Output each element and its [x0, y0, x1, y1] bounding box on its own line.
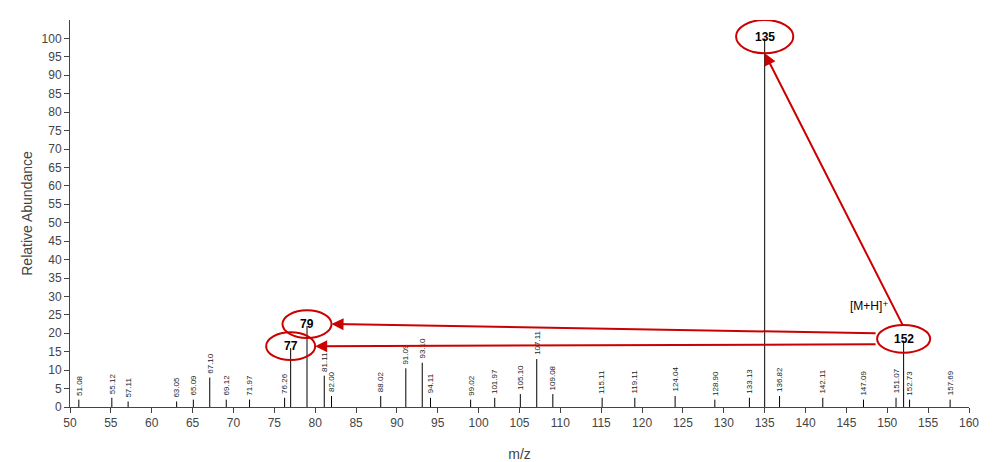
svg-text:15: 15 — [48, 345, 62, 359]
svg-text:79: 79 — [300, 317, 314, 331]
svg-text:5: 5 — [55, 382, 62, 396]
svg-text:76.26: 76.26 — [280, 373, 289, 394]
svg-text:99.02: 99.02 — [467, 375, 476, 396]
svg-text:128.90: 128.90 — [711, 371, 720, 396]
svg-text:90: 90 — [390, 416, 404, 430]
svg-text:75: 75 — [268, 416, 282, 430]
svg-text:133.13: 133.13 — [745, 369, 754, 394]
svg-text:120: 120 — [632, 416, 652, 430]
svg-text:130: 130 — [714, 416, 734, 430]
svg-text:93.10: 93.10 — [418, 338, 427, 359]
svg-text:140: 140 — [796, 416, 816, 430]
svg-text:135: 135 — [755, 416, 775, 430]
svg-text:110: 110 — [551, 416, 570, 430]
svg-text:10: 10 — [48, 363, 62, 377]
svg-text:85: 85 — [48, 87, 62, 101]
svg-text:69.12: 69.12 — [222, 375, 231, 396]
svg-text:70: 70 — [48, 142, 62, 156]
svg-text:80: 80 — [309, 416, 323, 430]
svg-text:95: 95 — [431, 416, 445, 430]
svg-text:91.09: 91.09 — [401, 344, 410, 365]
svg-text:100: 100 — [42, 32, 62, 46]
svg-text:81.11: 81.11 — [320, 352, 329, 372]
svg-text:101.97: 101.97 — [490, 369, 499, 394]
svg-text:119.11: 119.11 — [630, 370, 639, 394]
svg-text:150: 150 — [877, 416, 897, 430]
svg-text:105: 105 — [509, 416, 529, 430]
svg-text:115.11: 115.11 — [597, 370, 606, 394]
svg-text:109.08: 109.08 — [548, 365, 557, 390]
svg-text:147.09: 147.09 — [859, 371, 868, 396]
svg-text:80: 80 — [48, 105, 62, 119]
svg-text:65.09: 65.09 — [189, 375, 198, 396]
svg-text:85: 85 — [349, 416, 363, 430]
svg-text:100: 100 — [469, 416, 489, 430]
svg-text:20: 20 — [48, 326, 62, 340]
svg-text:50: 50 — [48, 216, 62, 230]
svg-text:90: 90 — [48, 68, 62, 82]
svg-text:75: 75 — [48, 124, 62, 138]
svg-text:155: 155 — [918, 416, 938, 430]
svg-text:45: 45 — [48, 234, 62, 248]
svg-text:105.10: 105.10 — [516, 365, 525, 390]
svg-text:77: 77 — [284, 339, 298, 353]
svg-text:25: 25 — [48, 308, 62, 322]
svg-text:35: 35 — [48, 271, 62, 285]
svg-text:65: 65 — [186, 416, 200, 430]
svg-text:160: 160 — [959, 416, 979, 430]
svg-text:88.02: 88.02 — [376, 372, 385, 393]
svg-text:107.11: 107.11 — [533, 330, 542, 354]
svg-text:57.11: 57.11 — [124, 378, 133, 398]
svg-text:50: 50 — [63, 416, 77, 430]
svg-text:65: 65 — [48, 161, 62, 175]
svg-text:135: 135 — [755, 30, 775, 44]
svg-text:40: 40 — [48, 253, 62, 267]
svg-text:152.73: 152.73 — [905, 371, 914, 396]
svg-text:Relative Abundance: Relative Abundance — [19, 151, 35, 276]
svg-text:63.05: 63.05 — [172, 377, 181, 398]
svg-text:136.82: 136.82 — [775, 367, 784, 392]
svg-text:145: 145 — [836, 416, 856, 430]
svg-text:30: 30 — [48, 290, 62, 304]
svg-text:142.11: 142.11 — [818, 369, 827, 393]
svg-text:82.00: 82.00 — [327, 371, 336, 392]
svg-text:70: 70 — [227, 416, 241, 430]
svg-text:152: 152 — [894, 332, 914, 346]
svg-text:67.10: 67.10 — [206, 353, 215, 374]
svg-text:55: 55 — [48, 197, 62, 211]
svg-text:124.04: 124.04 — [671, 367, 680, 392]
svg-text:71.97: 71.97 — [245, 375, 254, 396]
svg-text:94.11: 94.11 — [426, 373, 435, 393]
svg-text:60: 60 — [48, 179, 62, 193]
svg-text:125: 125 — [673, 416, 693, 430]
svg-text:0: 0 — [55, 400, 62, 414]
svg-text:115: 115 — [592, 416, 611, 430]
svg-text:95: 95 — [48, 50, 62, 64]
svg-text:55: 55 — [104, 416, 118, 430]
svg-text:51.08: 51.08 — [75, 375, 84, 396]
svg-text:[M+H]⁺: [M+H]⁺ — [850, 299, 889, 313]
svg-text:55.12: 55.12 — [108, 374, 117, 395]
svg-text:60: 60 — [145, 416, 159, 430]
svg-text:m/z: m/z — [508, 446, 531, 462]
svg-text:157.69: 157.69 — [946, 370, 955, 395]
svg-text:151.07: 151.07 — [892, 368, 901, 393]
